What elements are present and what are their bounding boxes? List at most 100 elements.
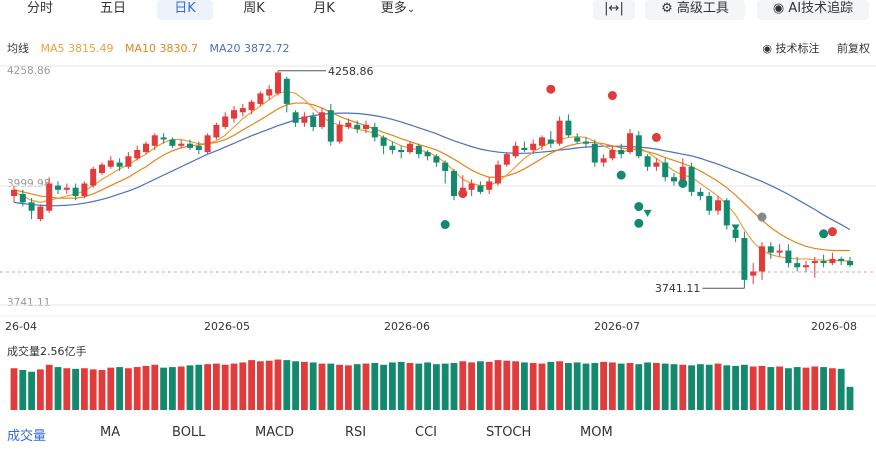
- tab-weekly-k[interactable]: 周K: [243, 1, 265, 16]
- ai-tracking-label: AI技术追踪: [788, 1, 854, 16]
- signal-dot-13: [819, 229, 829, 239]
- candle-body-35: [319, 112, 325, 127]
- volume-bar-85: [758, 365, 766, 410]
- tab-daily-k[interactable]: 日K: [157, 0, 213, 20]
- ai-icon: ◉: [772, 1, 785, 16]
- signal-dot-11: [757, 212, 767, 222]
- tab-more[interactable]: 更多⌄: [372, 0, 424, 20]
- candle-body-75: [671, 177, 677, 182]
- volume-bar-17: [160, 367, 167, 410]
- candle-body-49: [442, 162, 449, 171]
- candle-body-73: [653, 162, 660, 167]
- volume-bar-0: [10, 368, 18, 410]
- volume-bar-67: [600, 361, 607, 410]
- indicator-boll[interactable]: BOLL: [172, 425, 206, 440]
- tech-mark-toggle[interactable]: 技术标注: [775, 42, 820, 55]
- candle-body-50: [451, 170, 457, 197]
- candle-body-53: [477, 185, 484, 192]
- adjust-mode[interactable]: 前复权: [837, 42, 870, 55]
- candle-body-14: [134, 149, 141, 159]
- signal-dot-1: [440, 220, 450, 230]
- signal-dot-8: [634, 218, 644, 228]
- volume-bar-81: [723, 365, 731, 410]
- candle-body-63: [565, 120, 572, 136]
- candle-body-7: [72, 187, 79, 197]
- volume-bar-57: [512, 361, 519, 410]
- signal-triangle-7: [643, 209, 652, 217]
- volume-bar-84: [749, 366, 757, 410]
- volume-bar-74: [661, 363, 669, 410]
- candle-body-59: [530, 143, 537, 150]
- candle-body-40: [363, 124, 369, 130]
- volume-bar-59: [529, 363, 537, 410]
- volume-bar-45: [406, 363, 414, 410]
- chart-options: ◉ 技术标注 前复权: [762, 40, 870, 56]
- indicator-cci[interactable]: CCI: [415, 425, 437, 440]
- indicator-rsi[interactable]: RSI: [345, 425, 367, 440]
- candle-body-45: [407, 143, 413, 153]
- candle-body-4: [46, 183, 53, 211]
- candle-body-39: [354, 124, 361, 130]
- volume-bar-8: [81, 368, 88, 410]
- volume-bar-50: [450, 363, 458, 410]
- volume-bar-3: [37, 369, 44, 410]
- candle-body-80: [715, 200, 721, 211]
- candle-body-12: [116, 162, 123, 167]
- volume-bar-27: [248, 360, 255, 410]
- volume-bar-18: [169, 367, 176, 410]
- volume-bar-4: [45, 364, 53, 410]
- volume-bar-94: [837, 368, 845, 410]
- candle-body-22: [204, 135, 211, 153]
- candle-body-15: [143, 143, 149, 153]
- volume-bar-42: [380, 364, 387, 410]
- signal-dot-12: [827, 227, 837, 237]
- volume-bar-62: [556, 361, 563, 410]
- volume-bar-87: [776, 366, 783, 410]
- volume-bar-35: [318, 363, 326, 410]
- max-price-label: 4258.86: [328, 65, 374, 78]
- candle-body-47: [424, 152, 431, 157]
- candle-body-78: [697, 191, 704, 197]
- volume-bar-49: [441, 363, 449, 410]
- volume-bar-37: [336, 364, 343, 410]
- tab-five-day[interactable]: 五日: [99, 1, 126, 16]
- candle-body-66: [591, 143, 598, 163]
- candle-body-88: [785, 250, 792, 264]
- volume-bar-64: [573, 362, 581, 410]
- candle-body-26: [239, 108, 246, 113]
- volume-bar-38: [345, 365, 352, 410]
- candle-body-62: [556, 120, 563, 144]
- volume-bar-30: [274, 359, 282, 410]
- expand-button[interactable]: |↔|: [593, 0, 635, 20]
- volume-bar-10: [98, 369, 106, 410]
- volume-bar-58: [521, 362, 528, 410]
- tab-monthly-k[interactable]: 月K: [313, 1, 335, 16]
- volume-bar-39: [353, 364, 361, 410]
- candle-body-71: [635, 135, 642, 157]
- indicator-mom[interactable]: MOM: [580, 425, 613, 440]
- candle-body-85: [759, 246, 765, 272]
- candle-body-17: [160, 137, 167, 140]
- candle-body-65: [583, 141, 589, 144]
- indicator-volume[interactable]: 成交量: [7, 429, 47, 444]
- indicator-ma[interactable]: MA: [100, 425, 121, 440]
- volume-bar-28: [257, 361, 264, 410]
- candle-body-46: [415, 145, 422, 155]
- volume-bar-91: [811, 366, 819, 410]
- indicator-stoch[interactable]: STOCH: [486, 425, 532, 440]
- ma-label: 均线: [7, 42, 29, 55]
- indicator-macd[interactable]: MACD: [255, 425, 294, 440]
- candle-body-52: [468, 183, 475, 190]
- candle-body-24: [222, 116, 229, 127]
- signal-dot-3: [607, 91, 617, 101]
- volume-bar-12: [116, 367, 123, 410]
- candle-body-76: [679, 166, 686, 182]
- candle-body-21: [195, 145, 202, 150]
- advanced-tools-button[interactable]: ⚙ 高级工具: [645, 0, 745, 20]
- candle-body-90: [803, 265, 809, 268]
- tab-intraday[interactable]: 分时: [26, 1, 53, 16]
- x-tick-3: 2026-07: [594, 320, 640, 333]
- expand-horizontal-icon: |↔|: [604, 1, 624, 16]
- ai-tracking-button[interactable]: ◉ AI技术追踪: [757, 0, 869, 20]
